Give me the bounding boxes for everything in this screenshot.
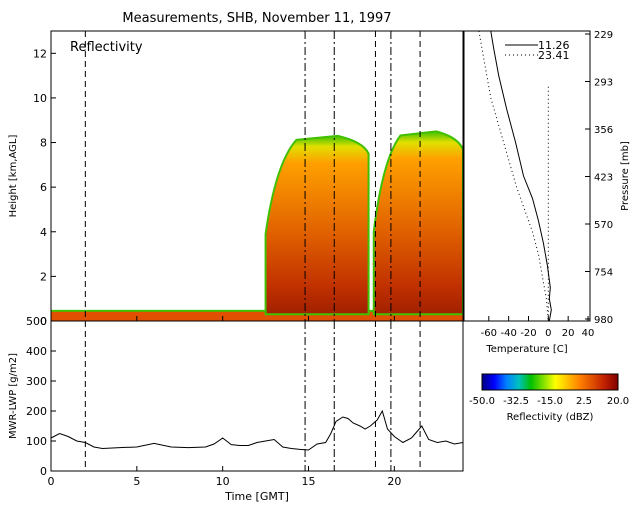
pressure-tick-label: 570 (594, 220, 613, 231)
temperature-frame (463, 30, 591, 322)
colorbar: -50.0 -32.5 -15.0 2.5 20.0 Reflectivity (dBZ… (469, 373, 629, 423)
height-tick-label: 6 (40, 181, 47, 194)
pressure-tick-label: 293 (594, 78, 613, 89)
height-tick-label: 4 (40, 226, 47, 239)
temperature-tick-label: -40 (500, 328, 516, 339)
lwp-tick-label: 200 (26, 405, 47, 418)
pressure-tick-label: 754 (594, 268, 613, 279)
lwp-series-line (51, 409, 463, 451)
lwp-axis-label: MWR-LWP [g/m2] (8, 353, 19, 439)
colorbar-tick-label: -50.0 (469, 396, 495, 407)
temperature-axis-label: Temperature [C] (485, 344, 567, 355)
temperature-profile-plot (478, 31, 552, 321)
lwp-tick-label: 0 (40, 465, 47, 478)
low-level-layer-core (51, 311, 463, 321)
temperature-tick-label: 0 (545, 328, 551, 339)
pressure-tick-label: 980 (594, 315, 613, 326)
reflectivity-heatmap (51, 130, 463, 321)
height-tick-label: 8 (40, 137, 47, 150)
lwp-tick-label: 100 (26, 435, 47, 448)
colorbar-tick-label: -32.5 (503, 396, 529, 407)
height-tick-label: 10 (33, 92, 47, 105)
height-tick-label: 0 (40, 315, 47, 328)
time-axis-label: Time [GMT] (224, 490, 289, 503)
lwp-plot (51, 409, 463, 451)
height-tick-label: 2 (40, 270, 47, 283)
temperature-tick-label: 40 (582, 328, 595, 339)
temperature-profile-panel: -60 -40 -20 0 20 40 229 293 356 423 570 754 980 Tem… (463, 30, 631, 355)
pressure-tick-label: 356 (594, 125, 613, 136)
reflectivity-panel: Reflectivity 0 2 4 6 8 10 12 Height [km,AGL] (8, 30, 464, 328)
colorbar-tick-label: 20.0 (607, 396, 629, 407)
time-tick-label: 10 (216, 475, 230, 488)
pressure-tick-label: 423 (594, 173, 613, 184)
colorbar-ticks: -50.0 -32.5 -15.0 2.5 20.0 (469, 396, 629, 407)
temperature-series-1 (478, 31, 549, 321)
figure-title: Measurements, SHB, November 11, 1997 (122, 11, 391, 26)
time-axis: 0 5 10 15 20 (48, 466, 401, 488)
time-tick-label: 0 (48, 475, 55, 488)
height-axis-label: Height [km,AGL] (8, 135, 19, 218)
temperature-tick-label: 20 (562, 328, 575, 339)
legend-label-1: 23.41 (538, 49, 570, 62)
lwp-tick-label: 400 (26, 345, 47, 358)
lwp-tick-label: 300 (26, 375, 47, 388)
lwp-axis: 0 100 200 300 400 500 (26, 315, 56, 478)
colorbar-tick-label: -15.0 (537, 396, 563, 407)
height-axis: 0 2 4 6 8 10 12 (33, 47, 395, 328)
pressure-axis: 229 293 356 423 570 754 980 (585, 30, 613, 326)
lwp-frame (50, 320, 464, 472)
temperature-series-0 (490, 31, 552, 321)
legend-label-0: 11.26 (538, 39, 570, 52)
lwp-event-lines (84, 321, 421, 471)
time-tick-label: 15 (302, 475, 316, 488)
cloud-region-edge-2 (372, 130, 463, 316)
cloud-region-edge-1 (264, 134, 370, 316)
colorbar-swatch (481, 373, 619, 391)
cloud-region-2 (373, 131, 463, 315)
cloud-region-1 (265, 135, 369, 315)
colorbar-tick-label: 2.5 (576, 396, 592, 407)
time-tick-label: 5 (133, 475, 140, 488)
lwp-tick-label: 500 (26, 315, 47, 328)
temperature-tick-label: -20 (520, 328, 536, 339)
reflectivity-event-lines (84, 31, 421, 321)
temperature-axis: -60 -40 -20 0 20 40 (481, 316, 595, 339)
colorbar-label: Reflectivity (dBZ) (507, 412, 594, 423)
pressure-axis-label: Pressure [mb] (620, 141, 631, 211)
temperature-tick-label: -60 (481, 328, 497, 339)
lwp-panel: 0 100 200 300 400 500 0 5 10 15 20 MWR-LWP [g/m2]… (8, 315, 464, 503)
time-tick-label: 20 (387, 475, 401, 488)
panel-label: Reflectivity (70, 40, 143, 55)
pressure-tick-label: 229 (594, 30, 613, 41)
height-tick-label: 12 (33, 47, 47, 60)
